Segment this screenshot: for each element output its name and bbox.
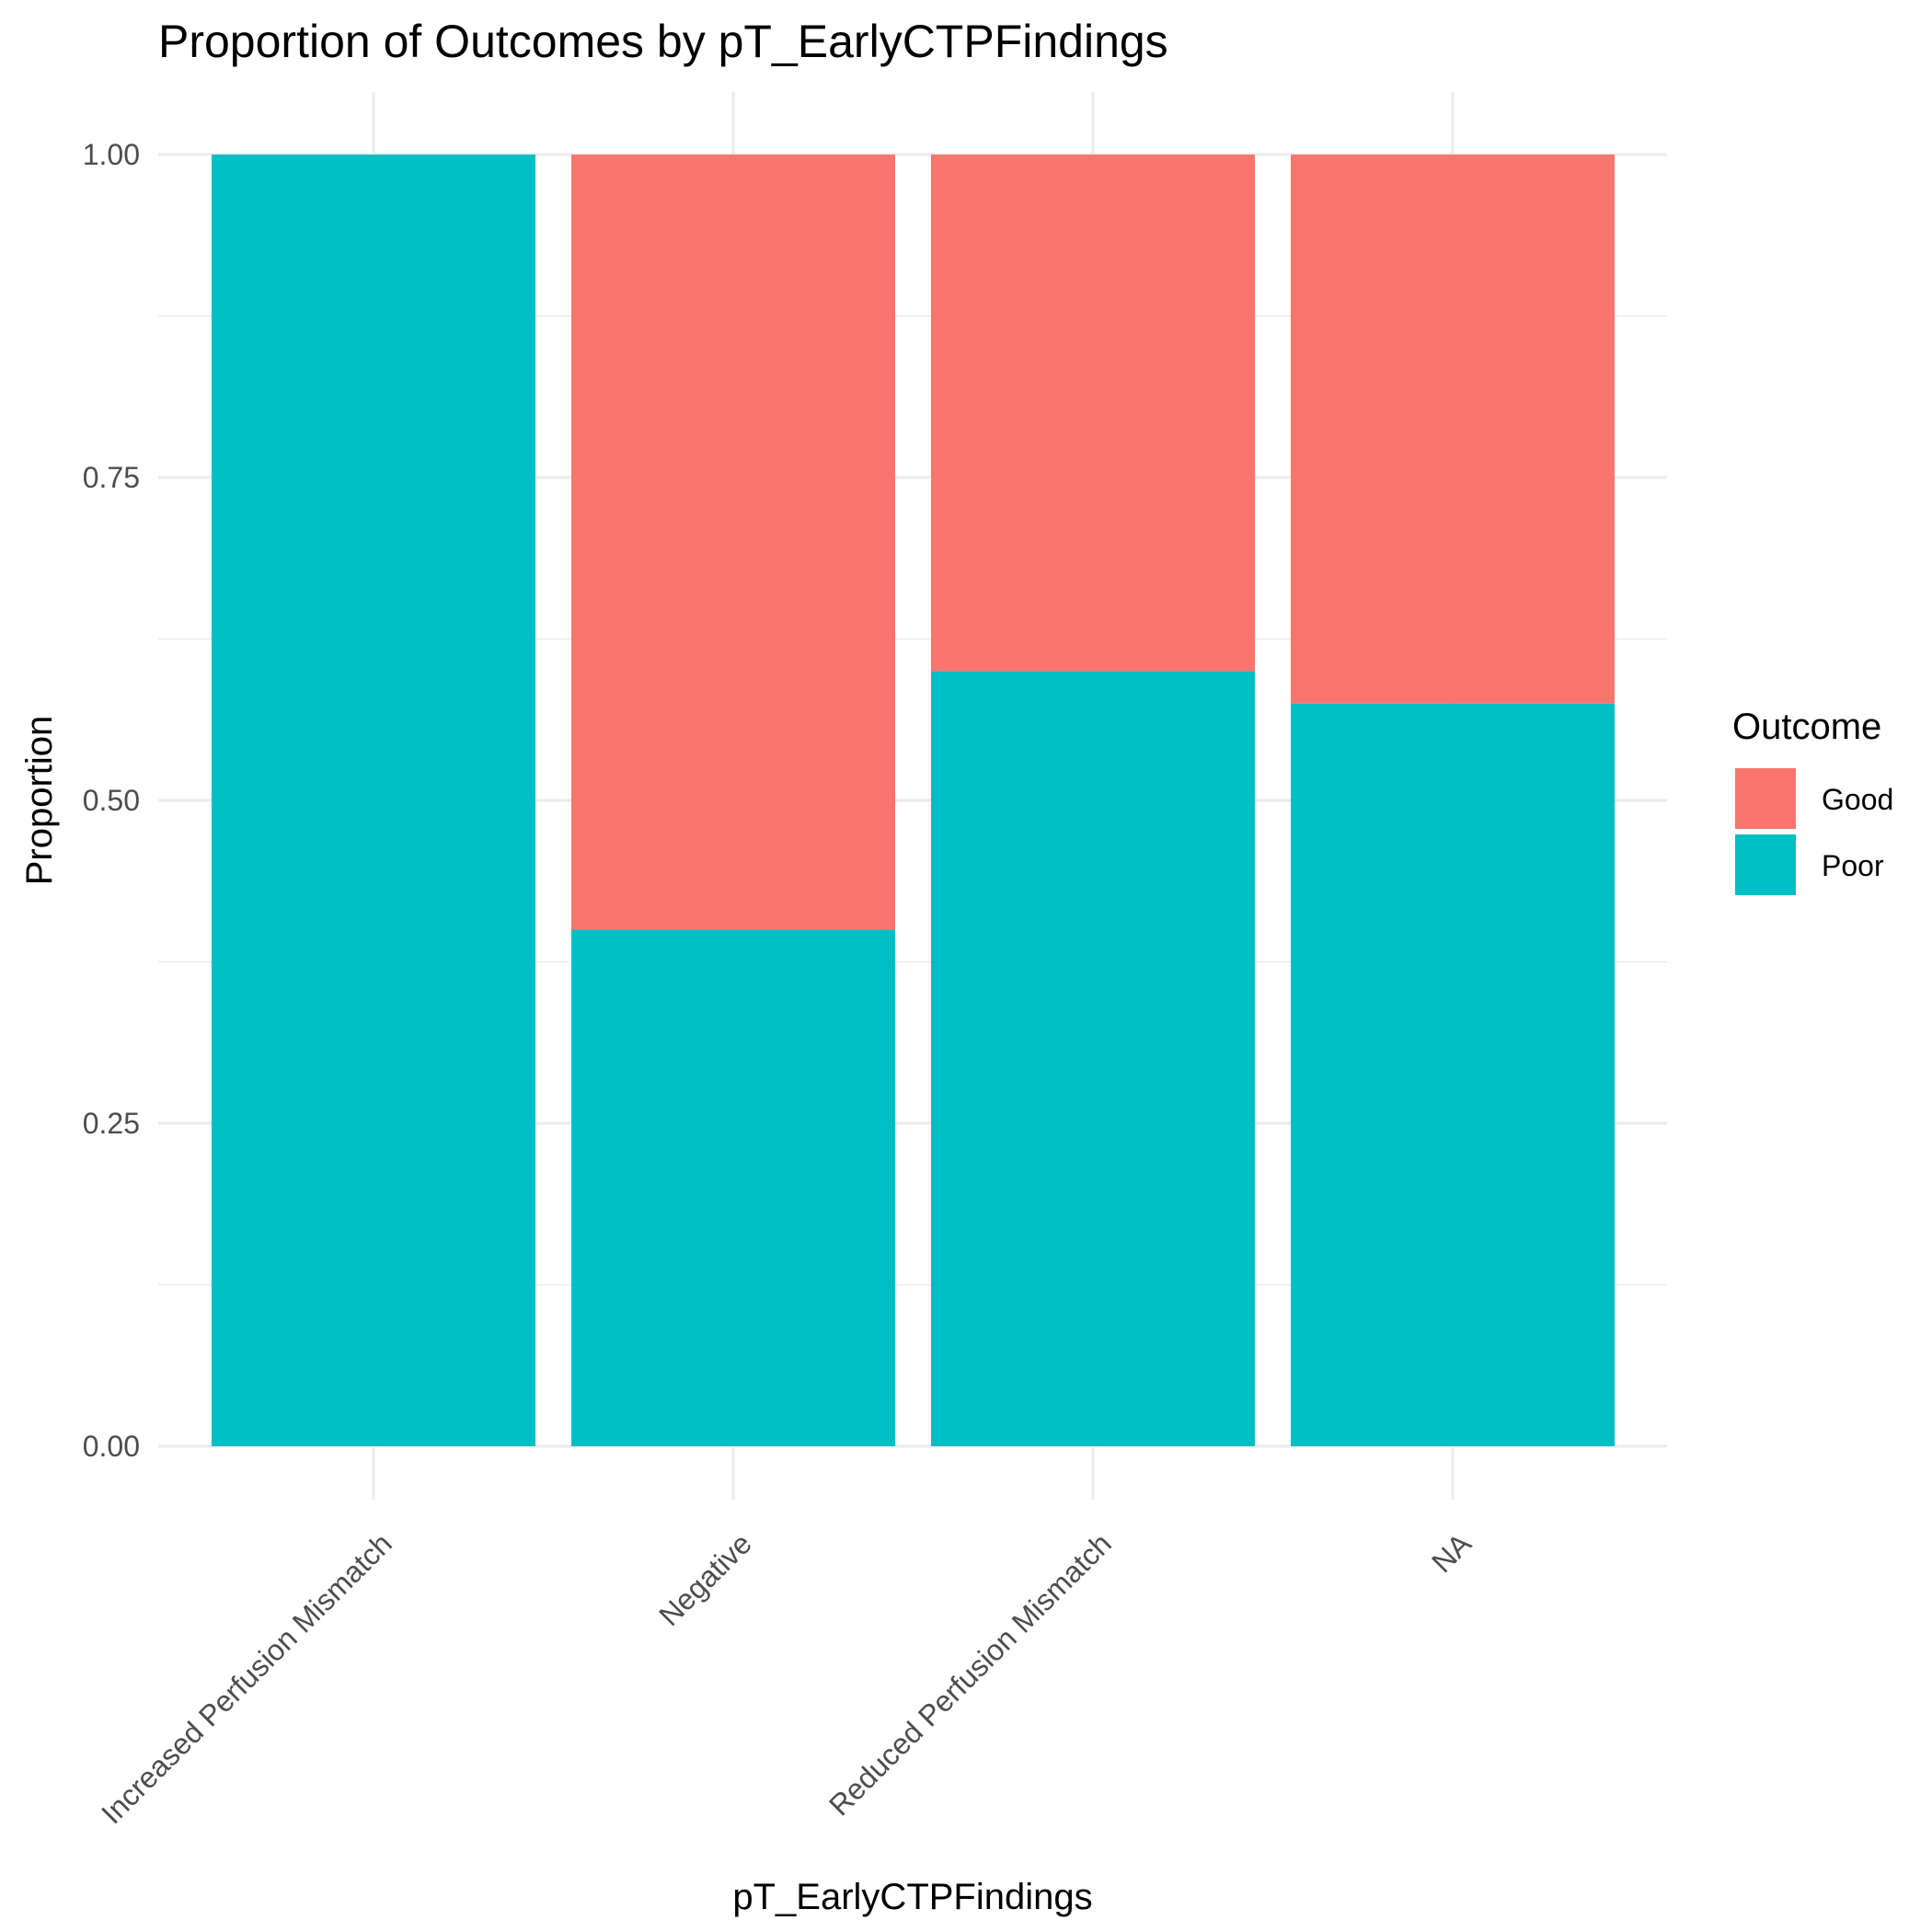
x-tick-label: Reduced Perfusion Mismatch [822,1526,1118,1822]
legend-title: Outcome [1732,707,1881,747]
legend-label-good: Good [1822,783,1893,816]
y-axis-ticks: 0.00 0.25 0.50 0.75 1.00 [83,138,140,1463]
bars [212,155,1615,1446]
y-tick-label: 1.00 [83,138,140,171]
legend-label-poor: Poor [1822,849,1884,882]
x-axis-title: pT_EarlyCTPFindings [732,1877,1092,1917]
x-tick-label: Increased Perfusion Mismatch [95,1526,398,1830]
y-tick-label: 0.50 [83,784,140,817]
x-tick-label: Negative [652,1526,758,1632]
bar-good-1 [571,155,895,930]
bar-poor-3 [1291,703,1615,1446]
y-axis-title: Proportion [19,716,60,886]
chart-title: Proportion of Outcomes by pT_EarlyCTPFin… [158,16,1168,67]
y-tick-label: 0.00 [83,1430,140,1463]
bar-good-3 [1291,155,1615,704]
x-axis-ticks: Increased Perfusion Mismatch Negative Redu… [95,1526,1478,1830]
legend-swatch-poor [1735,834,1796,895]
bar-poor-0 [212,155,535,1446]
y-tick-label: 0.75 [83,461,140,494]
bar-good-2 [931,155,1255,672]
legend-swatch-good [1735,768,1796,829]
bar-poor-2 [931,671,1255,1446]
bar-poor-1 [571,929,895,1446]
y-tick-label: 0.25 [83,1107,140,1140]
x-tick-label: NA [1425,1526,1478,1579]
legend: Outcome Good Poor [1732,707,1893,895]
